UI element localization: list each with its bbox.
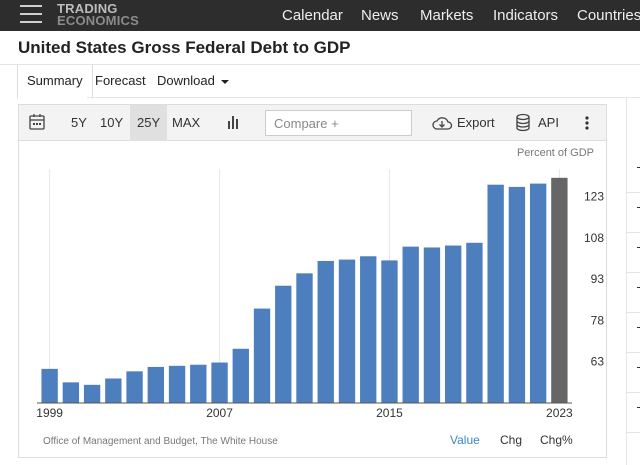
brand-logo[interactable]: TRADING ECONOMICS (57, 1, 139, 28)
bar (62, 382, 80, 403)
bar (147, 366, 164, 403)
chart-toolbar: 5Y 10Y 25Y MAX Export API (19, 105, 606, 141)
side-panel-row[interactable] (627, 353, 640, 393)
y-tick-label: 93 (591, 272, 605, 286)
bar (211, 362, 228, 403)
debt-to-gdp-chart: 63 78 93 108 123 1999 2007 2015 2023 (36, 169, 605, 420)
tabs-divider (87, 97, 640, 98)
y-tick-label: 123 (584, 190, 604, 204)
chart-panel: 5Y 10Y 25Y MAX Export API (18, 104, 607, 458)
calendar-icon[interactable] (28, 105, 46, 141)
tab-chg[interactable]: Chg (500, 433, 523, 447)
x-tick-label: 2023 (546, 406, 573, 420)
side-panel-row[interactable] (627, 153, 640, 193)
caret-down-icon (220, 79, 229, 84)
y-tick-label: 108 (584, 231, 604, 245)
range-25y[interactable]: 25Y (130, 105, 168, 141)
tab-summary[interactable]: Summary (17, 65, 93, 99)
bar (402, 246, 419, 403)
bar (168, 365, 186, 403)
x-tick-label: 2015 (376, 406, 403, 420)
bar (445, 245, 462, 403)
nav-indicators[interactable]: Indicators (493, 7, 559, 24)
menu-icon[interactable] (20, 5, 42, 25)
tab-value[interactable]: Value (450, 433, 480, 447)
tab-chg-percent[interactable]: Chg% (540, 433, 573, 447)
bar (487, 184, 504, 403)
chart-unit-label: Percent of GDP (516, 147, 594, 159)
side-panel-row[interactable] (627, 273, 640, 313)
x-tick-label: 1999 (36, 406, 63, 420)
x-tick-label: 2007 (206, 406, 233, 420)
y-tick-label: 63 (591, 355, 605, 369)
export-button[interactable]: Export (431, 105, 495, 141)
cloud-download-icon (432, 117, 453, 130)
bar (338, 259, 356, 403)
side-panel-row[interactable] (627, 313, 640, 353)
latest-bar (551, 177, 568, 403)
bar (529, 183, 547, 403)
bar (190, 364, 207, 403)
view-tabs: Summary Forecast Download (0, 64, 640, 99)
database-icon (516, 113, 530, 132)
source-note: Office of Management and Budget, The Whi… (43, 436, 278, 447)
nav-markets[interactable]: Markets (420, 7, 474, 24)
api-button[interactable]: API (515, 105, 559, 141)
bar (423, 247, 441, 403)
bar (41, 368, 58, 403)
side-panel-row[interactable] (627, 193, 640, 233)
chart-type-icon[interactable] (227, 105, 241, 141)
bar (296, 273, 313, 403)
page-title: United States Gross Federal Debt to GDP (18, 38, 351, 57)
range-10y[interactable]: 10Y (100, 115, 124, 130)
range-5y[interactable]: 5Y (71, 115, 87, 130)
bar (105, 378, 122, 403)
bar (360, 256, 377, 403)
side-panel (626, 98, 640, 465)
nav-calendar[interactable]: Calendar (282, 7, 343, 24)
bar (508, 186, 526, 403)
bar (126, 371, 143, 403)
main-nav: Calendar News Markets Indicators Countri… (0, 7, 640, 27)
side-panel-row[interactable] (627, 233, 640, 273)
range-max[interactable]: MAX (172, 115, 201, 130)
side-panel-row[interactable] (627, 393, 640, 433)
tab-forecast[interactable]: Forecast (95, 73, 146, 88)
y-tick-label: 78 (591, 313, 605, 327)
compare-input[interactable] (265, 110, 412, 136)
bar (253, 308, 271, 403)
nav-countries[interactable]: Countries (577, 7, 640, 24)
bar (317, 260, 334, 403)
tab-download[interactable]: Download (157, 65, 229, 99)
bar (83, 384, 101, 403)
nav-news[interactable]: News (361, 7, 399, 24)
tab-download-label: Download (157, 73, 215, 88)
top-navigation-bar: TRADING ECONOMICS Calendar News Markets … (0, 0, 640, 31)
bar (466, 242, 483, 403)
bar (232, 348, 249, 403)
export-label: Export (457, 115, 495, 130)
api-label: API (538, 115, 559, 130)
bar (381, 260, 398, 403)
more-options-icon[interactable] (584, 105, 590, 141)
bar (275, 285, 292, 403)
